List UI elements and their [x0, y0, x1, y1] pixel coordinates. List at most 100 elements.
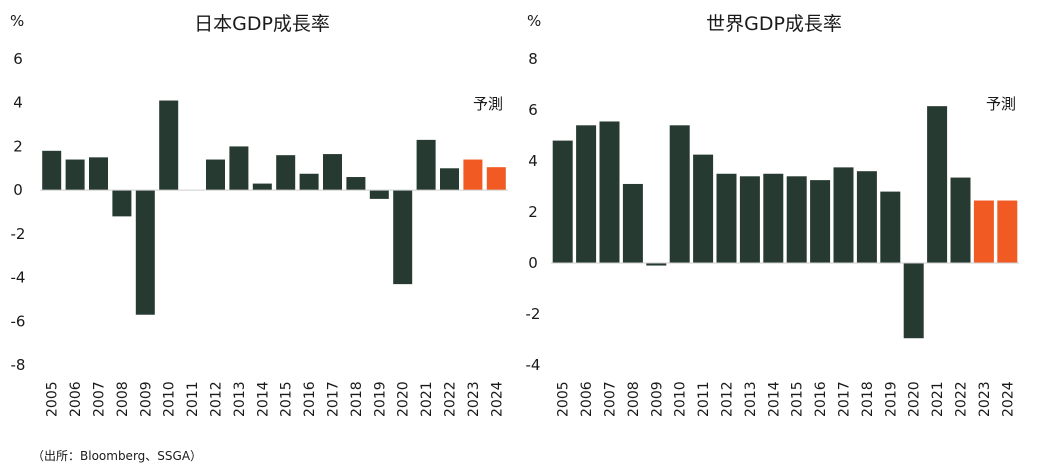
japan-x-tick-label: 2015	[279, 381, 295, 417]
world-bar-2010	[669, 125, 690, 263]
japan-x-tick-label: 2010	[162, 381, 178, 417]
world-x-tick-label: 2012	[720, 381, 736, 417]
japan-unit-label: %	[10, 12, 24, 30]
world-bar-2009	[646, 263, 667, 266]
world-y-tick-label: -2	[526, 305, 541, 323]
japan-bar-2008	[112, 190, 132, 217]
world-x-tick-label: 2017	[837, 381, 853, 417]
japan-x-tick-label: 2012	[209, 381, 225, 417]
japan-y-tick-label: -6	[11, 312, 26, 330]
japan-x-axis: 2005 2006 2007 2008 2009 2010 2011 2012 2013 2014…	[45, 381, 506, 417]
world-y-tick-label: 4	[528, 152, 538, 170]
world-bar-2015	[786, 176, 807, 263]
world-bars	[552, 106, 1018, 339]
japan-y-tick-label: 2	[13, 137, 23, 155]
japan-bar-2005	[42, 150, 62, 191]
japan-x-tick-label: 2023	[466, 381, 482, 417]
japan-bar-2021	[416, 139, 436, 191]
japan-bar-2012	[206, 159, 225, 191]
world-y-tick-label: 2	[528, 203, 538, 221]
world-y-axis: 8 6 4 2 0 -2 -4	[526, 50, 541, 374]
world-bar-2008	[622, 183, 643, 263]
world-x-tick-label: 2007	[603, 381, 619, 417]
japan-x-tick-label: 2019	[372, 381, 388, 417]
world-y-tick-label: -4	[526, 356, 541, 374]
japan-forecast-note: 予測	[473, 95, 503, 113]
world-x-tick-label: 2024	[1000, 381, 1016, 417]
world-bar-2022	[950, 177, 971, 263]
world-x-tick-label: 2020	[907, 381, 923, 417]
japan-bar-2022	[440, 168, 459, 191]
world-x-tick-label: 2018	[860, 381, 876, 417]
world-x-tick-label: 2014	[766, 381, 782, 417]
japan-x-tick-label: 2016	[302, 381, 318, 417]
japan-bar-2010	[159, 100, 179, 191]
world-y-tick-label: 0	[528, 254, 538, 272]
world-x-tick-label: 2022	[954, 381, 970, 417]
japan-x-tick-label: 2022	[443, 381, 459, 417]
world-gdp-chart: % 世界GDP成長率 予測 8 6 4 2 0 -2 -4 2005 2006 2007 2008…	[526, 12, 1019, 417]
world-x-tick-label: 2013	[743, 381, 759, 417]
japan-bar-2024	[486, 167, 506, 191]
japan-chart-title: 日本GDP成長率	[194, 13, 330, 35]
world-bar-2006	[576, 125, 597, 263]
japan-bar-2016	[299, 173, 319, 191]
world-x-tick-label: 2016	[813, 381, 829, 417]
japan-y-tick-label: -2	[11, 225, 26, 243]
world-bar-2019	[880, 191, 901, 263]
world-bar-2024	[997, 200, 1018, 263]
world-bar-2018	[856, 171, 877, 263]
japan-x-tick-label: 2007	[92, 381, 108, 417]
japan-bar-2017	[323, 154, 342, 191]
japan-y-tick-label: 6	[13, 50, 23, 68]
japan-bar-2023	[463, 159, 483, 191]
japan-x-tick-label: 2005	[45, 381, 61, 417]
japan-bar-2007	[89, 157, 108, 191]
japan-bar-2018	[346, 177, 366, 191]
japan-x-tick-label: 2011	[185, 381, 201, 417]
japan-x-tick-label: 2013	[232, 381, 248, 417]
world-y-tick-label: 8	[528, 50, 538, 68]
japan-y-axis: 6 4 2 0 -2 -4 -6 -8	[11, 50, 26, 374]
japan-y-tick-label: -4	[11, 269, 26, 287]
japan-bar-2015	[276, 155, 296, 191]
source-note: （出所：Bloomberg、SSGA）	[32, 449, 202, 463]
japan-x-tick-label: 2009	[138, 381, 154, 417]
world-unit-label: %	[527, 12, 541, 30]
world-bar-2021	[927, 106, 948, 263]
world-x-tick-label: 2019	[883, 381, 899, 417]
world-bar-2012	[716, 173, 737, 263]
japan-y-tick-label: 0	[13, 181, 23, 199]
world-x-tick-label: 2008	[626, 381, 642, 417]
world-x-tick-label: 2023	[977, 381, 993, 417]
japan-bars	[42, 100, 506, 315]
japan-x-tick-label: 2018	[349, 381, 365, 417]
world-bar-2007	[599, 121, 620, 263]
world-y-tick-label: 6	[528, 101, 538, 119]
world-x-tick-label: 2021	[930, 381, 946, 417]
japan-y-tick-label: -8	[11, 356, 26, 374]
world-bar-2017	[833, 167, 854, 263]
japan-x-tick-label: 2006	[68, 381, 84, 417]
japan-x-tick-label: 2021	[419, 381, 435, 417]
japan-x-tick-label: 2008	[115, 381, 131, 417]
world-forecast-note: 予測	[986, 95, 1016, 113]
japan-x-tick-label: 2014	[255, 381, 271, 417]
japan-bar-2006	[65, 159, 85, 191]
japan-bar-2013	[229, 146, 249, 191]
world-x-tick-label: 2006	[579, 381, 595, 417]
japan-bar-2014	[252, 183, 272, 191]
japan-y-tick-label: 4	[13, 94, 23, 112]
world-x-tick-label: 2005	[556, 381, 572, 417]
world-bar-2016	[810, 180, 831, 263]
world-chart-title: 世界GDP成長率	[706, 13, 842, 35]
japan-x-tick-label: 2024	[489, 381, 505, 417]
japan-x-tick-label: 2017	[326, 381, 342, 417]
world-bar-2013	[739, 176, 760, 263]
japan-bar-2020	[393, 190, 413, 285]
japan-bar-2009	[135, 190, 155, 315]
japan-bar-2019	[369, 190, 389, 199]
world-x-tick-label: 2011	[696, 381, 712, 417]
